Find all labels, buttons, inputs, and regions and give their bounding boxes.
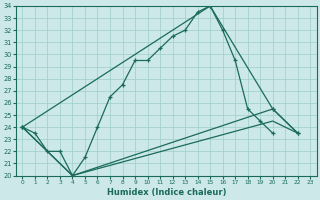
X-axis label: Humidex (Indice chaleur): Humidex (Indice chaleur) <box>107 188 226 197</box>
